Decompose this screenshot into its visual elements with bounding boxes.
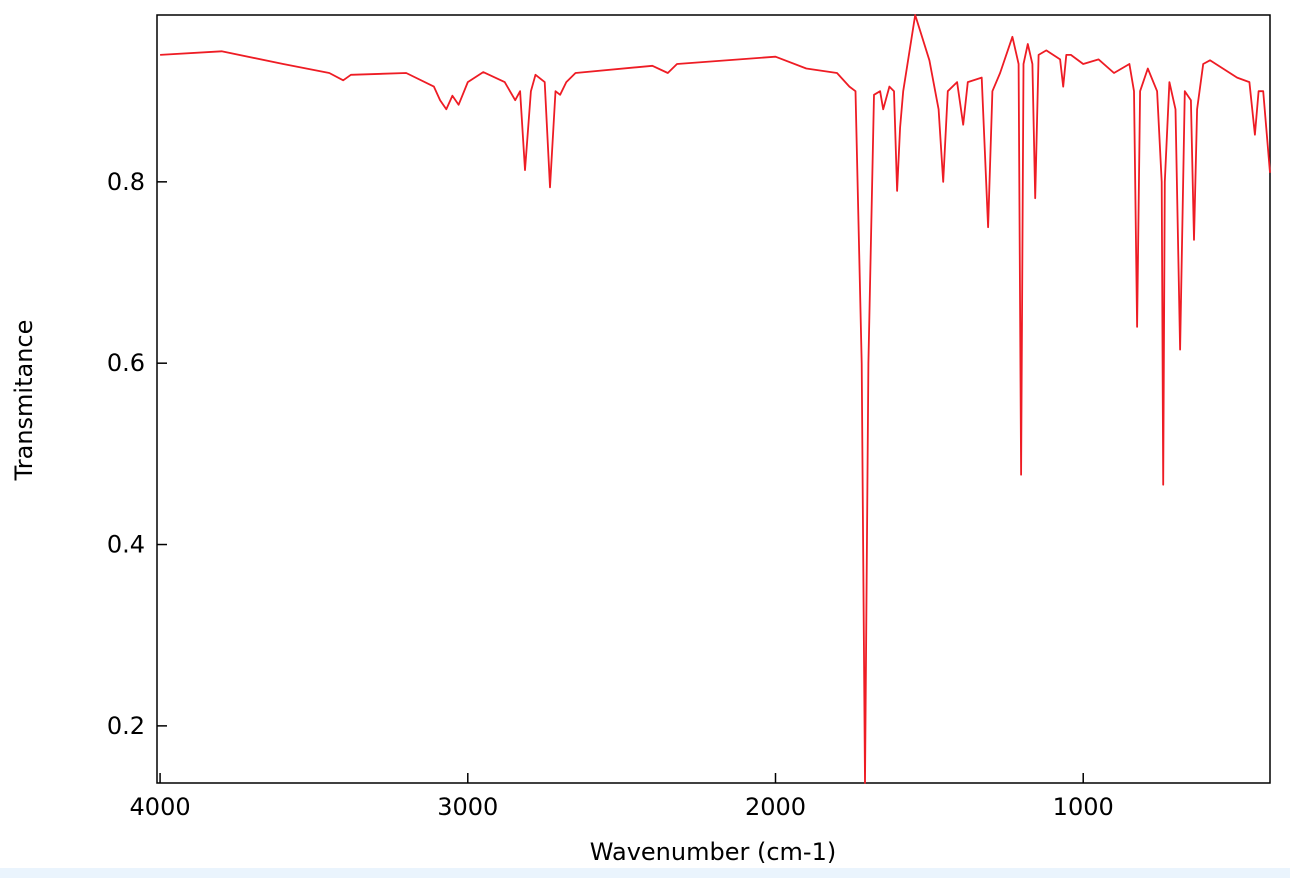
x-tick-label: 3000 [437, 793, 498, 821]
bottom-strip [0, 868, 1290, 878]
x-tick-label: 1000 [1053, 793, 1114, 821]
y-tick-label: 0.8 [107, 168, 145, 196]
y-tick-label: 0.6 [107, 349, 145, 377]
plot-frame [156, 14, 1271, 784]
spectrum-line [160, 14, 1271, 784]
y-tick-label: 0.4 [107, 531, 145, 559]
y-tick-label: 0.2 [107, 712, 145, 740]
x-tick-label: 2000 [745, 793, 806, 821]
x-axis-label: Wavenumber (cm-1) [590, 838, 836, 866]
x-tick-label: 4000 [130, 793, 191, 821]
y-axis-label: Transmitance [10, 320, 38, 482]
